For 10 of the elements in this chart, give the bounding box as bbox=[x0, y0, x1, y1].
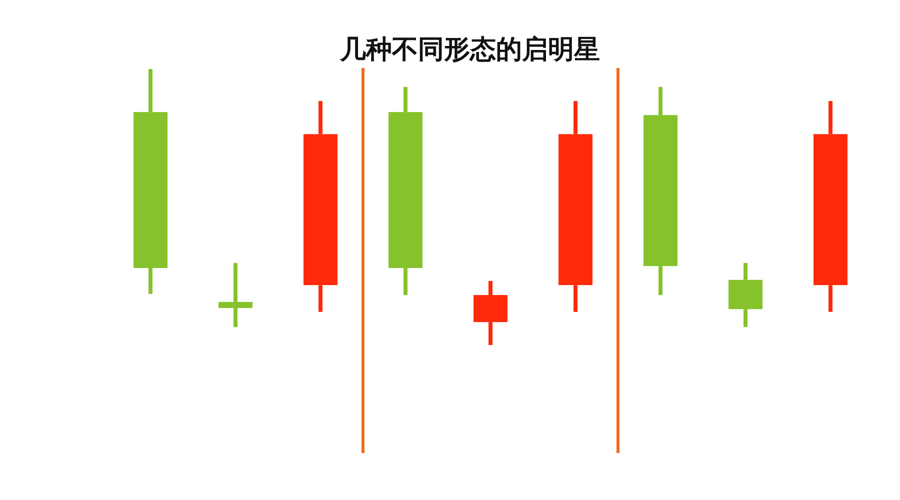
candlestick bbox=[474, 280, 508, 345]
candlestick bbox=[388, 86, 422, 296]
candlestick bbox=[218, 263, 252, 328]
candlestick bbox=[644, 86, 678, 296]
candlestick bbox=[304, 101, 338, 312]
candlestick bbox=[814, 101, 848, 312]
candlestick bbox=[728, 263, 762, 328]
chart-title: 几种不同形态的启明星 bbox=[339, 35, 600, 65]
candlestick bbox=[558, 101, 592, 312]
candlestick bbox=[134, 69, 168, 294]
